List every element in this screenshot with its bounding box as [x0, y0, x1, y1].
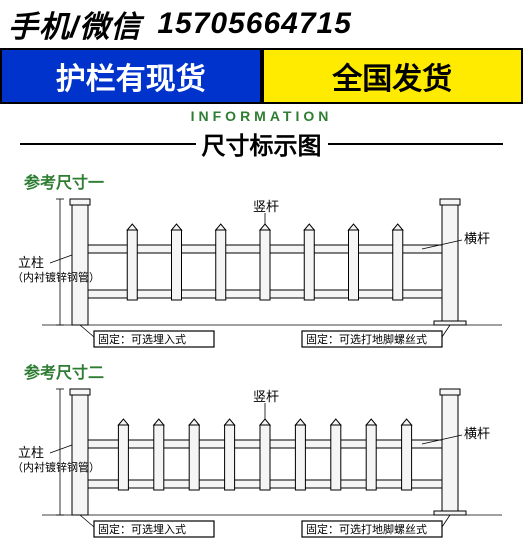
reference-label: 参考尺寸二 — [24, 359, 513, 383]
contact-label: 手机/微信 — [8, 2, 141, 46]
fix-right-label: 固定：可选打地脚螺丝式 — [306, 522, 427, 536]
horizontal-label: 横杆 — [464, 231, 490, 246]
reference-label: 参考尺寸一 — [24, 169, 513, 193]
post-sublabel: （内衬镀锌钢管） — [12, 460, 100, 474]
horizontal-label: 横杆 — [464, 426, 490, 441]
promo-right-box: 全国发货 — [262, 48, 523, 104]
post-label: 立柱 — [18, 255, 44, 270]
vertical-label: 竖杆 — [253, 389, 279, 404]
title-line-left — [20, 143, 196, 145]
contact-banner: 手机/微信 15705664715 — [0, 0, 523, 48]
promo-left-text: 护栏有现货 — [56, 54, 206, 98]
fix-left-label: 固定：可选埋入式 — [98, 522, 186, 536]
fence-diagram: 立柱（内衬镀锌钢管） 竖杆横杆固定：可选埋入式 固定：可选打地脚螺丝式 — [12, 195, 512, 355]
title-line-right — [328, 143, 504, 145]
vertical-label: 竖杆 — [253, 199, 279, 214]
title-row: 尺寸标示图 — [0, 126, 523, 161]
promo-banner: 护栏有现货 全国发货 — [0, 48, 523, 104]
post-sublabel: （内衬镀锌钢管） — [12, 270, 100, 284]
post-label: 立柱 — [18, 445, 44, 460]
fix-left-label: 固定：可选埋入式 — [98, 332, 186, 346]
fix-right-label: 固定：可选打地脚螺丝式 — [306, 332, 427, 346]
promo-left-box: 护栏有现货 — [0, 48, 262, 104]
info-label: INFORMATION — [0, 108, 523, 124]
promo-right-text: 全国发货 — [332, 54, 452, 98]
info-section: INFORMATION — [0, 104, 523, 126]
diagram-area: 参考尺寸一立柱（内衬镀锌钢管）竖杆横杆固定：可选埋入式固定：可选打地脚螺丝式参考… — [0, 161, 523, 549]
fence-diagram: 立柱（内衬镀锌钢管） 竖杆横杆固定：可选埋入式 固定：可选打地脚螺丝式 — [12, 385, 512, 545]
phone-number: 15705664715 — [157, 7, 352, 41]
diagram-title: 尺寸标示图 — [196, 126, 328, 161]
